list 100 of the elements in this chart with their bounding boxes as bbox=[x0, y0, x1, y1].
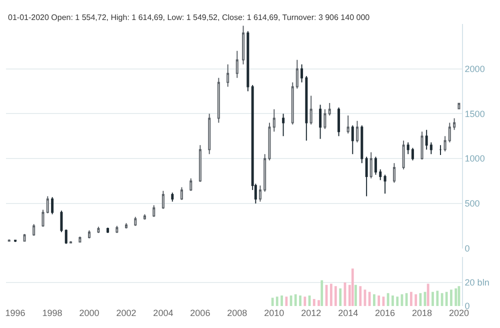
bar bbox=[318, 300, 320, 306]
candlestick bbox=[374, 156, 377, 176]
bar bbox=[373, 294, 376, 306]
x-tick-label: 2012 bbox=[301, 308, 322, 318]
bar bbox=[312, 298, 316, 306]
candlestick bbox=[420, 131, 424, 160]
candlestick bbox=[162, 190, 164, 210]
x-tick-label: 2000 bbox=[79, 308, 100, 318]
bar bbox=[354, 284, 357, 306]
x-tick-label: 2020 bbox=[448, 308, 469, 318]
candlestick bbox=[236, 50, 238, 78]
candlestick bbox=[198, 144, 202, 182]
candlestick bbox=[392, 162, 396, 184]
candlestick bbox=[246, 30, 250, 92]
candlestick bbox=[319, 104, 322, 140]
bar bbox=[436, 290, 439, 306]
bar bbox=[392, 295, 394, 306]
candlestick bbox=[46, 196, 49, 214]
candlestick bbox=[70, 240, 72, 244]
candlestick bbox=[258, 185, 262, 202]
candlestick bbox=[305, 76, 308, 142]
bar bbox=[378, 295, 380, 306]
bar bbox=[285, 296, 288, 306]
x-tick-label: 2002 bbox=[116, 308, 136, 318]
bar bbox=[440, 293, 444, 306]
candlestick bbox=[42, 209, 44, 228]
candlestick bbox=[208, 113, 211, 155]
bar bbox=[334, 286, 337, 306]
candlestick bbox=[411, 147, 414, 161]
candlestick bbox=[291, 82, 294, 125]
candlestick bbox=[356, 120, 358, 143]
bar bbox=[454, 288, 458, 306]
candlestick bbox=[300, 64, 304, 83]
bar bbox=[304, 296, 306, 306]
candlestick bbox=[425, 129, 428, 150]
candlestick bbox=[97, 226, 100, 234]
x-tick-label: 2004 bbox=[153, 308, 174, 318]
candlestick bbox=[448, 122, 451, 143]
bar bbox=[271, 298, 274, 306]
y-tick-label: 1500 bbox=[464, 108, 485, 119]
bar bbox=[410, 292, 412, 306]
candlestick bbox=[328, 102, 331, 116]
candlestick bbox=[64, 228, 68, 244]
x-tick-label: 2014 bbox=[338, 308, 358, 318]
x-tick-label: 1996 bbox=[5, 308, 26, 318]
candlestick bbox=[296, 59, 298, 90]
bar bbox=[426, 284, 430, 306]
candlestick bbox=[106, 227, 110, 234]
candlestick bbox=[365, 156, 368, 197]
candlestick bbox=[180, 186, 183, 200]
y-tick-label: 0 bbox=[464, 243, 470, 254]
candlestick bbox=[360, 124, 364, 164]
candlestick bbox=[8, 238, 10, 242]
bar bbox=[359, 286, 362, 306]
candlestick bbox=[379, 168, 382, 181]
candlestick bbox=[430, 142, 432, 155]
candlestick bbox=[324, 108, 326, 130]
candlestick bbox=[272, 108, 276, 132]
bar bbox=[414, 294, 418, 306]
candlestick bbox=[264, 154, 266, 192]
x-tick-label: 2010 bbox=[264, 308, 284, 318]
candlestick bbox=[351, 124, 354, 155]
candlestick bbox=[338, 106, 340, 137]
bar bbox=[339, 288, 342, 306]
candlestick bbox=[78, 236, 82, 243]
chart-title: 01-01-2020 Open: 1 554,72, High: 1 614,69, Low: 1 549,52, Close: 1 614,69, Turnover: 3 906 140 000 bbox=[8, 13, 370, 22]
candlestick bbox=[384, 174, 386, 194]
candlestick bbox=[268, 122, 271, 161]
y-tick-label: 500 bbox=[464, 198, 480, 209]
bar bbox=[276, 296, 278, 306]
y-tick-label: 1000 bbox=[464, 154, 485, 164]
candlestick bbox=[242, 25, 245, 65]
x-tick-label: 2018 bbox=[412, 308, 432, 318]
bar bbox=[351, 268, 354, 306]
candlestick bbox=[310, 95, 312, 125]
candlestick bbox=[51, 196, 54, 215]
x-tick-label: 2006 bbox=[190, 308, 210, 318]
candlestick bbox=[226, 64, 230, 88]
candlestick bbox=[370, 152, 372, 179]
candlestick bbox=[453, 118, 456, 130]
candlestick bbox=[406, 142, 410, 155]
bar bbox=[280, 295, 283, 306]
bar bbox=[320, 280, 324, 306]
candlestick bbox=[282, 113, 285, 137]
candlestick bbox=[116, 225, 118, 234]
y-tick-label: 2000 bbox=[464, 64, 485, 74]
candlestick bbox=[32, 224, 36, 236]
candlestick bbox=[217, 77, 220, 124]
candlestick bbox=[60, 210, 63, 233]
candlestick bbox=[88, 230, 91, 239]
candlestick bbox=[444, 136, 446, 152]
bar bbox=[299, 295, 302, 306]
candlestick bbox=[458, 102, 460, 110]
bar bbox=[432, 292, 434, 306]
candlestick bbox=[143, 214, 146, 220]
candlestick bbox=[190, 178, 192, 192]
candlestick bbox=[23, 233, 26, 242]
candlestick bbox=[171, 192, 174, 202]
bar bbox=[386, 293, 390, 306]
bar bbox=[396, 296, 399, 306]
